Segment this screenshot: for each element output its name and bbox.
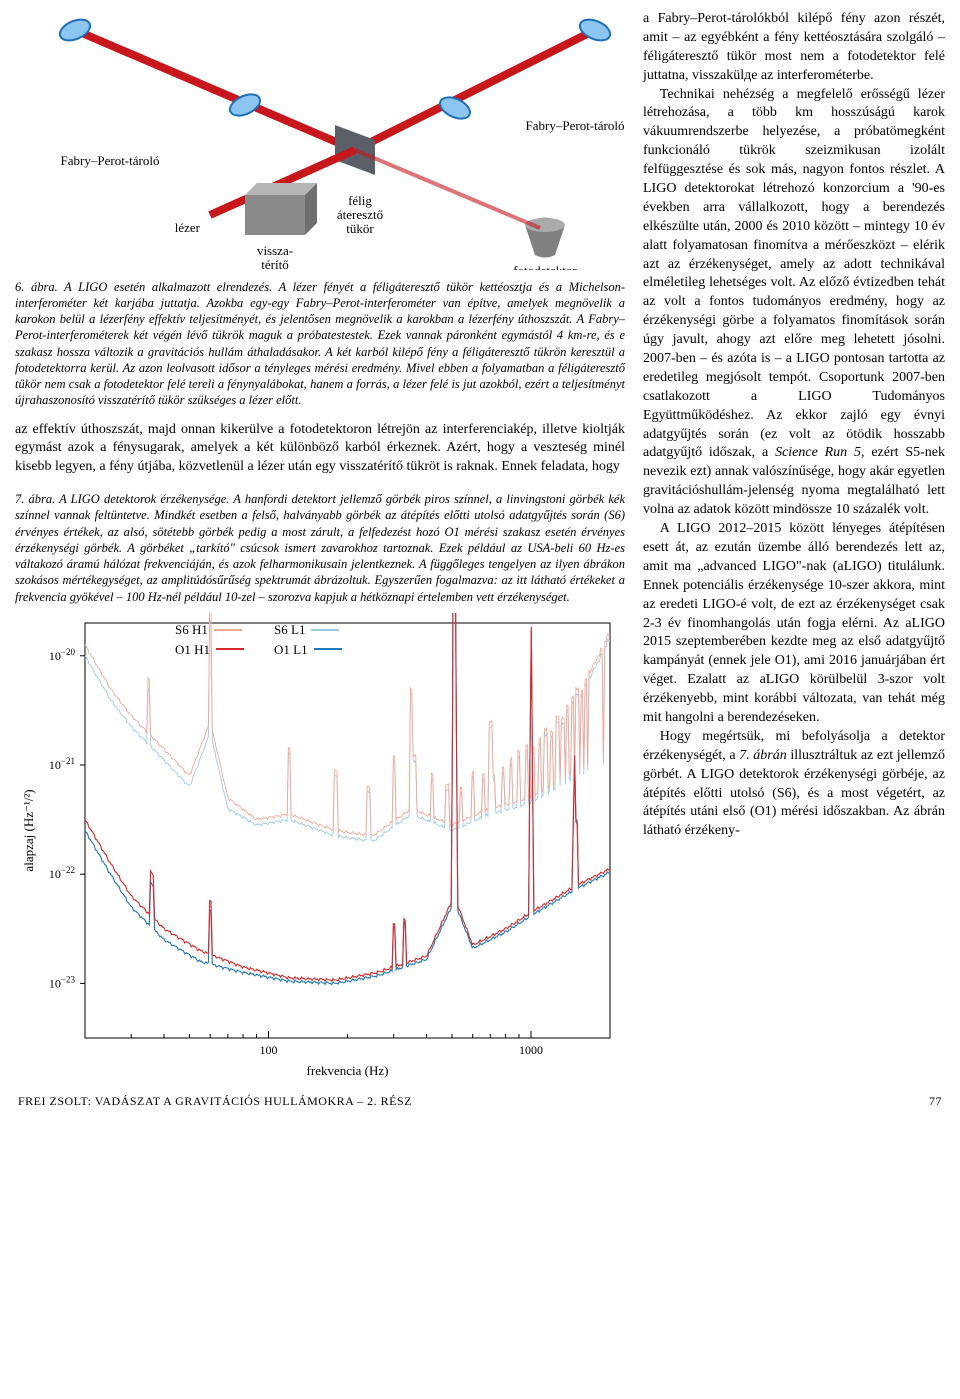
chart-svg: 10−20 10−21 10−22 10−23 100 1000 frekvencia (H… (15, 613, 625, 1083)
figure-7-caption: 7. ábra. A LIGO detektorok érzékenysége.… (15, 491, 625, 605)
svg-text:10−23: 10−23 (49, 974, 76, 990)
sensitivity-chart: S6 H1 O1 H1 S6 L1 O1 L1 10−2010−2110−221… (15, 613, 625, 1083)
svg-text:lézer: lézer (175, 220, 201, 235)
left-body-text: az effektív úthoszszát, majd onnan kiker… (15, 421, 625, 478)
svg-text:1000: 1000 (519, 1043, 543, 1057)
page-footer: FREI ZSOLT: VADÁSZAT A GRAVITÁCIÓS HULLÁ… (0, 1083, 960, 1119)
svg-text:tükör: tükör (346, 221, 374, 236)
figure-6-caption: 6. ábra. A LIGO esetén alkalmazott elren… (15, 279, 625, 409)
figure-6: Fabry–Perot-tároló Fabry–Perot-tároló léze… (15, 10, 625, 409)
svg-text:Fabry–Perot-tároló: Fabry–Perot-tároló (61, 153, 160, 168)
svg-text:10−22: 10−22 (49, 865, 75, 881)
svg-text:100: 100 (259, 1043, 277, 1057)
svg-text:vissza-: vissza- (257, 243, 293, 258)
svg-text:alapzaj (Hz⁻¹/²): alapzaj (Hz⁻¹/²) (21, 789, 36, 871)
svg-text:félig: félig (348, 193, 372, 208)
svg-text:10−20: 10−20 (49, 647, 76, 663)
footer-left: FREI ZSOLT: VADÁSZAT A GRAVITÁCIÓS HULLÁ… (18, 1093, 412, 1109)
chart-legend: S6 H1 O1 H1 S6 L1 O1 L1 (175, 621, 342, 660)
svg-text:frekvencia (Hz): frekvencia (Hz) (307, 1063, 389, 1078)
svg-text:térítő: térítő (261, 257, 288, 270)
svg-text:Fabry–Perot-tároló: Fabry–Perot-tároló (526, 118, 625, 133)
right-body-text: a Fabry–Perot-tárolókból kilépő fény azo… (643, 10, 945, 1083)
svg-text:10−21: 10−21 (49, 756, 75, 772)
ligo-layout-diagram: Fabry–Perot-tároló Fabry–Perot-tároló léze… (15, 10, 625, 270)
svg-text:áteresztő: áteresztő (337, 207, 383, 222)
svg-text:fotodetektor: fotodetektor (513, 263, 577, 270)
footer-page-number: 77 (929, 1093, 942, 1109)
